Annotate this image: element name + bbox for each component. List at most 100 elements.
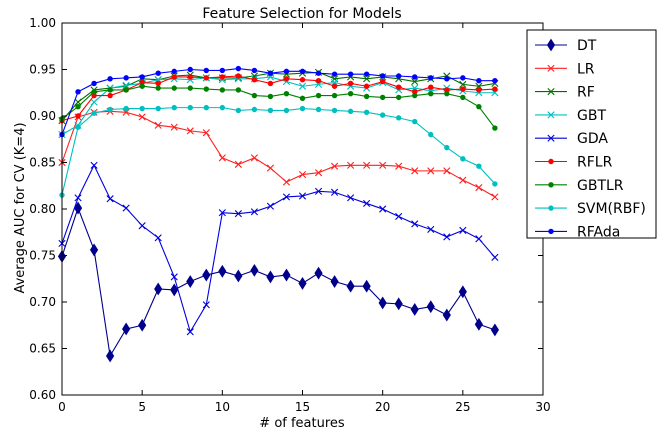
data-point xyxy=(331,92,338,99)
data-point xyxy=(235,107,242,114)
y-tick-label: 0.85 xyxy=(29,156,56,170)
data-point xyxy=(330,188,339,196)
data-point xyxy=(363,93,370,100)
data-point xyxy=(251,92,258,99)
data-point xyxy=(363,75,371,83)
data-point xyxy=(491,193,499,201)
data-point xyxy=(283,90,290,97)
data-point xyxy=(347,194,355,202)
series-line xyxy=(61,110,496,198)
data-point xyxy=(73,201,83,215)
x-tick-label: 0 xyxy=(58,400,66,414)
data-point xyxy=(171,85,177,91)
series-line xyxy=(61,85,496,129)
data-point xyxy=(347,80,354,87)
data-point xyxy=(123,75,129,81)
data-point xyxy=(474,317,483,331)
data-point xyxy=(282,268,291,282)
legend-item: GDA xyxy=(535,131,608,147)
y-tick-label: 0.70 xyxy=(29,295,56,309)
data-point xyxy=(219,74,226,80)
data-point xyxy=(412,92,418,99)
data-point xyxy=(411,78,419,86)
legend-marker xyxy=(548,228,554,235)
legend-marker xyxy=(547,111,555,119)
data-point xyxy=(203,86,210,92)
legend-item: RFLR xyxy=(535,155,613,171)
data-point xyxy=(251,77,258,83)
data-point xyxy=(314,266,323,280)
legend-marker xyxy=(548,182,554,188)
data-point xyxy=(186,275,195,288)
data-point xyxy=(490,323,499,337)
data-point xyxy=(186,328,194,336)
chart-title: Feature Selection for Models xyxy=(202,6,401,22)
data-point xyxy=(363,71,370,77)
plot-area xyxy=(57,22,544,396)
x-tick-label: 15 xyxy=(295,400,310,414)
data-point xyxy=(396,94,402,101)
data-point xyxy=(395,162,403,170)
legend-label: SVM(RBF) xyxy=(577,201,646,217)
y-tick-label: 1.00 xyxy=(29,16,56,30)
data-point xyxy=(122,204,130,212)
data-point xyxy=(250,263,259,277)
data-point xyxy=(459,226,467,234)
data-point xyxy=(187,66,193,73)
data-point xyxy=(396,73,402,79)
data-point xyxy=(203,75,210,81)
data-point xyxy=(363,83,370,89)
data-point xyxy=(155,105,161,112)
data-point xyxy=(138,113,146,121)
data-point xyxy=(91,80,97,87)
data-point xyxy=(219,104,226,111)
data-point xyxy=(251,106,258,113)
data-point xyxy=(298,192,307,200)
data-point xyxy=(250,154,258,162)
data-point xyxy=(347,108,354,115)
data-point xyxy=(330,162,339,170)
legend-label: DT xyxy=(577,38,597,54)
data-point xyxy=(282,193,291,201)
data-point xyxy=(187,104,193,111)
data-point xyxy=(106,195,114,203)
data-point xyxy=(331,107,338,114)
data-point xyxy=(492,77,498,84)
data-point xyxy=(459,176,467,184)
data-point xyxy=(476,163,482,169)
data-point xyxy=(460,75,466,81)
x-axis: 0 5 10 15 20 25 30 xyxy=(58,23,551,414)
series-line xyxy=(61,75,495,122)
data-point xyxy=(75,113,81,119)
series-rfada xyxy=(59,65,498,138)
data-point xyxy=(107,87,113,93)
data-point xyxy=(460,94,466,101)
data-point xyxy=(235,65,242,72)
legend-item: LR xyxy=(535,61,595,77)
x-tick-label: 25 xyxy=(455,400,470,414)
legend-marker xyxy=(547,88,555,96)
legend-box xyxy=(526,29,657,239)
data-point xyxy=(154,282,163,296)
data-point xyxy=(363,199,371,208)
legend-marker xyxy=(547,134,555,142)
series-line xyxy=(61,71,495,122)
series-line xyxy=(61,68,495,135)
data-point xyxy=(139,105,145,112)
data-point xyxy=(235,73,242,79)
legend-marker xyxy=(548,205,554,211)
data-point xyxy=(458,285,467,299)
data-point xyxy=(298,82,307,90)
data-point xyxy=(410,303,419,316)
data-point xyxy=(299,105,306,112)
data-point xyxy=(492,181,498,187)
data-point xyxy=(202,301,210,309)
data-point xyxy=(267,70,274,76)
data-point xyxy=(394,297,403,311)
data-point xyxy=(218,154,226,162)
data-point xyxy=(476,87,482,93)
data-point xyxy=(154,234,162,242)
series-dt xyxy=(57,201,499,363)
data-point xyxy=(266,164,275,172)
